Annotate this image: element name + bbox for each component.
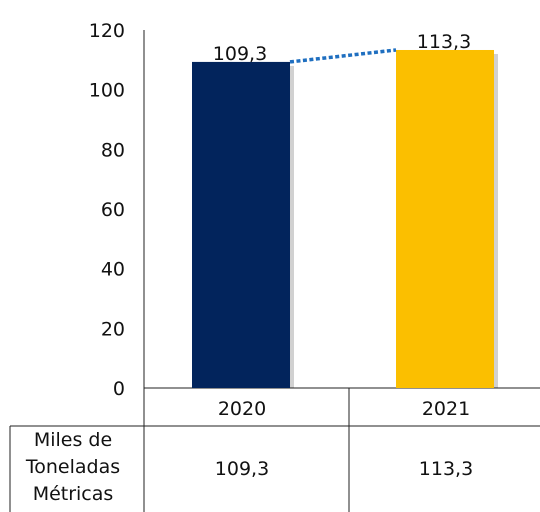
y-tick-label-20: 20 — [101, 318, 125, 340]
y-axis-ticks: 0 20 40 60 80 100 120 — [89, 20, 125, 400]
data-label-2021: 113,3 — [417, 31, 471, 53]
y-tick-label-60: 60 — [101, 199, 125, 221]
y-tick-label-100: 100 — [89, 80, 125, 102]
x-category-label-2020: 2020 — [218, 398, 266, 420]
data-label-2020: 109,3 — [213, 43, 267, 65]
trend-connector — [289, 48, 397, 64]
bars — [192, 49, 498, 389]
y-tick-label-40: 40 — [101, 259, 125, 281]
y-tick-label-0: 0 — [113, 378, 125, 400]
table-row-label-line: Toneladas — [25, 456, 120, 478]
data-labels: 109,3 113,3 — [213, 31, 471, 65]
y-tick-label-80: 80 — [101, 139, 125, 161]
table-cell-2020: 109,3 — [215, 458, 269, 480]
bar-2021 — [396, 49, 494, 388]
data-table: 2020 2021 Miles de Toneladas Métricas 109,3 11… — [9, 388, 540, 512]
table-row-label-line: Métricas — [33, 483, 114, 505]
bar-2020 — [192, 61, 290, 389]
x-category-label-2021: 2021 — [422, 398, 470, 420]
y-tick-label-120: 120 — [89, 20, 125, 42]
table-cell-2021: 113,3 — [419, 458, 473, 480]
table-row-label-line: Miles de — [34, 429, 112, 451]
